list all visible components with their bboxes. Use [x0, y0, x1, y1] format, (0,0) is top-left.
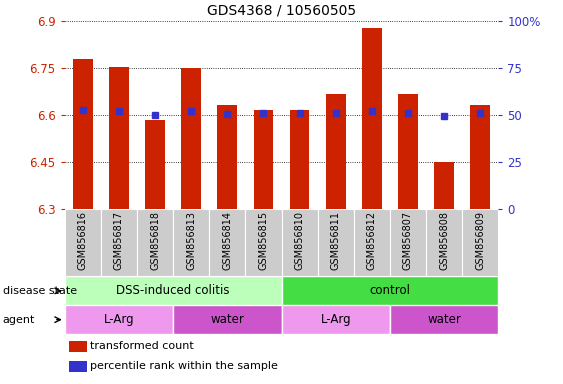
Bar — [73, 59, 93, 209]
Bar — [181, 68, 201, 209]
Text: GSM856812: GSM856812 — [367, 211, 377, 270]
Bar — [462, 209, 498, 276]
Text: GSM856808: GSM856808 — [439, 211, 449, 270]
Bar — [145, 120, 165, 209]
Text: GSM856817: GSM856817 — [114, 211, 124, 270]
Text: DSS-induced colitis: DSS-induced colitis — [117, 285, 230, 297]
Text: GSM856818: GSM856818 — [150, 211, 160, 270]
Bar — [65, 209, 101, 276]
Bar — [173, 305, 282, 334]
Bar — [470, 105, 490, 209]
Bar — [282, 305, 390, 334]
Bar — [282, 276, 498, 305]
Bar — [101, 209, 137, 276]
Bar — [69, 341, 87, 352]
Bar — [65, 305, 173, 334]
Bar — [253, 111, 274, 209]
Bar — [426, 209, 462, 276]
Text: L-Arg: L-Arg — [320, 313, 351, 326]
Bar — [326, 94, 346, 209]
Bar — [362, 28, 382, 209]
Bar — [69, 361, 87, 372]
Text: GSM856814: GSM856814 — [222, 211, 233, 270]
Text: GSM856809: GSM856809 — [475, 211, 485, 270]
Text: disease state: disease state — [3, 286, 77, 296]
Text: agent: agent — [3, 314, 35, 325]
Text: transformed count: transformed count — [90, 341, 194, 351]
Text: water: water — [427, 313, 461, 326]
Text: GSM856815: GSM856815 — [258, 211, 269, 270]
Bar — [434, 162, 454, 209]
Bar — [173, 209, 209, 276]
Text: control: control — [369, 285, 410, 297]
Bar — [109, 66, 129, 209]
Bar — [282, 209, 318, 276]
Title: GDS4368 / 10560505: GDS4368 / 10560505 — [207, 3, 356, 17]
Bar — [209, 209, 245, 276]
Text: L-Arg: L-Arg — [104, 313, 134, 326]
Text: GSM856813: GSM856813 — [186, 211, 196, 270]
Bar — [390, 305, 498, 334]
Bar — [318, 209, 354, 276]
Bar — [217, 105, 237, 209]
Text: GSM856810: GSM856810 — [294, 211, 305, 270]
Bar — [245, 209, 282, 276]
Bar — [65, 276, 282, 305]
Bar — [390, 209, 426, 276]
Bar — [289, 111, 310, 209]
Bar — [398, 94, 418, 209]
Bar — [354, 209, 390, 276]
Text: GSM856811: GSM856811 — [330, 211, 341, 270]
Text: water: water — [211, 313, 244, 326]
Text: GSM856807: GSM856807 — [403, 211, 413, 270]
Text: GSM856816: GSM856816 — [78, 211, 88, 270]
Text: percentile rank within the sample: percentile rank within the sample — [90, 361, 278, 371]
Bar — [137, 209, 173, 276]
